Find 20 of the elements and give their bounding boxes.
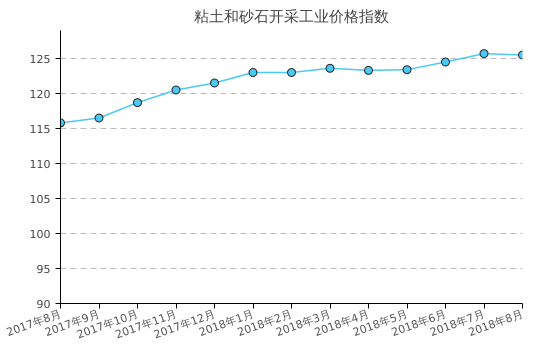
y-tick-label: 110 [30, 158, 51, 171]
point [287, 68, 296, 77]
point [441, 58, 450, 66]
y-tick-label: 100 [30, 228, 51, 241]
chart-title: 粘土和砂石开采工业价格指数 [194, 8, 389, 26]
y-tick-label: 105 [30, 193, 51, 206]
point [480, 49, 488, 58]
y-tick-label: 125 [30, 53, 51, 66]
y-tick-label: 115 [30, 123, 51, 136]
point [402, 65, 412, 74]
point [364, 66, 373, 75]
y-tick-label: 95 [36, 263, 51, 276]
point [210, 78, 219, 88]
y-tick-label: 120 [30, 88, 51, 101]
point [94, 114, 104, 122]
point [326, 64, 334, 73]
point [248, 68, 258, 77]
point [133, 98, 142, 108]
point [172, 86, 180, 94]
y-tick-label: 90 [36, 298, 51, 311]
